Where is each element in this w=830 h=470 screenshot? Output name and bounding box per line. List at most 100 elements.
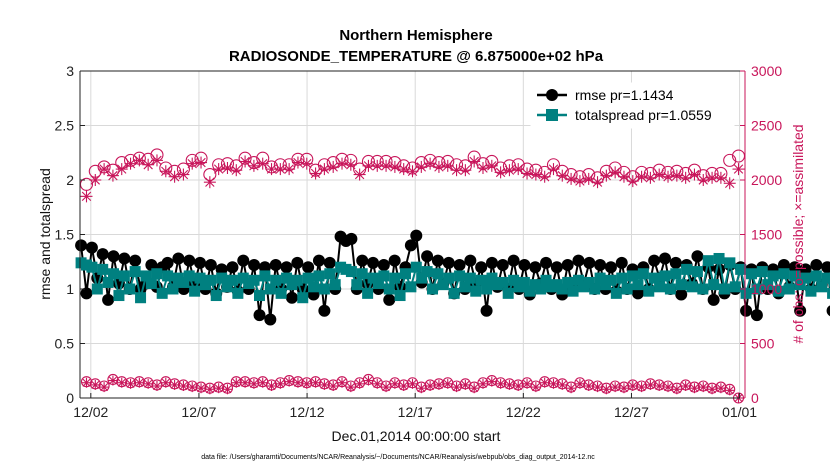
obs-assimilated-marker [723, 177, 736, 190]
obs-assimilated-marker [115, 163, 128, 176]
rmse-point [215, 263, 228, 276]
totalspread-point [800, 272, 812, 284]
obs-assimilated-stroke [698, 175, 708, 185]
obs-assimilated-stroke [284, 164, 294, 174]
totalspread-point [308, 281, 320, 293]
obs-assimilated-stroke [513, 164, 523, 174]
totalspread-point [502, 287, 514, 299]
totalspread-point [356, 268, 368, 280]
totalspread-point [616, 272, 628, 284]
totalspread-point [448, 287, 460, 299]
rmse-point [713, 263, 726, 276]
obs-assimilated-low-marker [663, 382, 674, 393]
obs-assimilated-stroke [548, 164, 559, 174]
obs-assimilated-low-marker [522, 378, 533, 389]
obs-assimilated-stroke [479, 379, 487, 388]
legend-totalspread-label: totalspread pr=1.0559 [575, 107, 712, 123]
totalspread-point [91, 283, 103, 295]
obs-assimilated-stroke [293, 378, 302, 387]
obs-assimilated-stroke [619, 172, 629, 182]
rmse-point [794, 304, 807, 317]
obs-assimilated-stroke [460, 165, 471, 175]
totalspread-point [470, 285, 482, 297]
rmse-point [161, 256, 174, 269]
obs-assimilated-stroke [311, 378, 320, 387]
rmse-point [529, 261, 542, 274]
obs-assimilated-stroke [461, 380, 470, 389]
rmse-point [485, 256, 498, 269]
totalspread-point [518, 276, 530, 288]
obs-assimilated-marker [617, 170, 630, 183]
obs-assimilated-stroke [258, 158, 268, 169]
obs-assimilated-low-marker [143, 378, 154, 389]
x-tick-label: 12/12 [290, 404, 325, 420]
obs-assimilated-stroke [487, 377, 496, 386]
rmse-point [442, 256, 455, 269]
obs-assimilated-stroke [170, 380, 179, 389]
rmse-point [318, 304, 331, 317]
x-tick-label: 12/02 [73, 404, 108, 420]
totalspread-point [632, 279, 644, 291]
obs-assimilated-marker [221, 162, 234, 175]
obs-assimilated-stroke [408, 379, 417, 388]
obs-assimilated-stroke [100, 383, 109, 392]
obs-assimilated-stroke [558, 380, 567, 389]
obs-assimilated-marker [415, 160, 428, 173]
obs-assimilated-stroke [329, 382, 338, 390]
obs-assimilated-low-marker [442, 378, 453, 389]
obs-assimilated-marker [485, 159, 498, 172]
totalspread-point [124, 283, 136, 295]
obs-assimilated-low-marker [134, 377, 145, 388]
rmse-point [561, 259, 574, 272]
obs-assimilated-low-marker [680, 381, 691, 392]
totalspread-point [178, 276, 190, 288]
rmse-point [464, 254, 477, 267]
y-left-tick-label: 1.5 [55, 227, 75, 243]
obs-assimilated-stroke [178, 169, 189, 180]
totalspread-point [97, 263, 109, 275]
obs-assimilated-low-marker [257, 377, 268, 388]
totalspread-point [464, 272, 476, 284]
obs-assimilated-stroke [108, 376, 117, 385]
rmse-point [248, 259, 261, 272]
obs-assimilated-marker [98, 163, 111, 176]
totalspread-point [762, 279, 774, 291]
totalspread-point [443, 272, 455, 284]
obs-assimilated-low-marker [689, 383, 700, 394]
obs-assimilated-stroke [733, 164, 744, 174]
totalspread-point [735, 263, 747, 275]
rmse-point [550, 261, 563, 274]
totalspread-point [767, 270, 779, 282]
obs-assimilated-low-marker [107, 375, 118, 386]
rmse-point [204, 259, 217, 272]
totalspread-point [270, 274, 282, 286]
obs-assimilated-stroke [161, 378, 170, 387]
obs-assimilated-marker [177, 168, 190, 181]
totalspread-point [362, 287, 374, 299]
totalspread-point [783, 283, 795, 295]
obs-assimilated-stroke [91, 380, 100, 389]
obs-assimilated-stroke [478, 163, 488, 173]
totalspread-point [583, 276, 595, 288]
totalspread-point [810, 270, 822, 282]
rmse-point [253, 309, 266, 322]
rmse-point [658, 252, 671, 265]
obs-assimilated-stroke [310, 168, 321, 179]
rmse-point [604, 261, 617, 274]
totalspread-point [724, 257, 736, 269]
legend-rmse-label: rmse pr=1.1434 [575, 87, 674, 103]
obs-assimilated-stroke [382, 383, 391, 392]
obs-assimilated-marker [432, 160, 445, 173]
obs-assimilated-stroke [664, 383, 673, 392]
obs-assimilated-stroke [690, 384, 699, 393]
totalspread-point [102, 276, 114, 288]
obs-assimilated-low-marker [310, 377, 321, 388]
totalspread-point [383, 283, 395, 295]
totalspread-point [432, 268, 444, 280]
totalspread-point [264, 283, 276, 295]
totalspread-point [345, 266, 357, 278]
obs-assimilated-marker [609, 166, 622, 179]
obs-assimilated-stroke [214, 384, 223, 393]
totalspread-point [113, 290, 125, 302]
obs-assimilated-stroke [169, 172, 180, 182]
